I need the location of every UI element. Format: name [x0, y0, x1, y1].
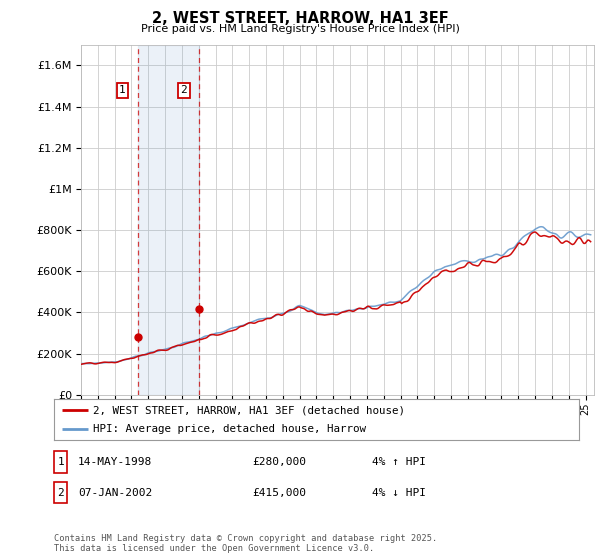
Text: 1: 1: [57, 457, 64, 467]
Text: £280,000: £280,000: [252, 457, 306, 467]
Text: 4% ↑ HPI: 4% ↑ HPI: [372, 457, 426, 467]
Text: 2: 2: [57, 488, 64, 498]
Text: Price paid vs. HM Land Registry's House Price Index (HPI): Price paid vs. HM Land Registry's House …: [140, 24, 460, 34]
Text: 07-JAN-2002: 07-JAN-2002: [78, 488, 152, 498]
Text: 1: 1: [119, 85, 126, 95]
Text: 2, WEST STREET, HARROW, HA1 3EF (detached house): 2, WEST STREET, HARROW, HA1 3EF (detache…: [94, 405, 406, 415]
Text: £415,000: £415,000: [252, 488, 306, 498]
Text: HPI: Average price, detached house, Harrow: HPI: Average price, detached house, Harr…: [94, 424, 367, 433]
Bar: [137, 45, 199, 395]
Text: 4% ↓ HPI: 4% ↓ HPI: [372, 488, 426, 498]
Text: 2: 2: [181, 85, 187, 95]
Text: 14-MAY-1998: 14-MAY-1998: [78, 457, 152, 467]
Text: 2, WEST STREET, HARROW, HA1 3EF: 2, WEST STREET, HARROW, HA1 3EF: [152, 11, 448, 26]
Text: Contains HM Land Registry data © Crown copyright and database right 2025.
This d: Contains HM Land Registry data © Crown c…: [54, 534, 437, 553]
